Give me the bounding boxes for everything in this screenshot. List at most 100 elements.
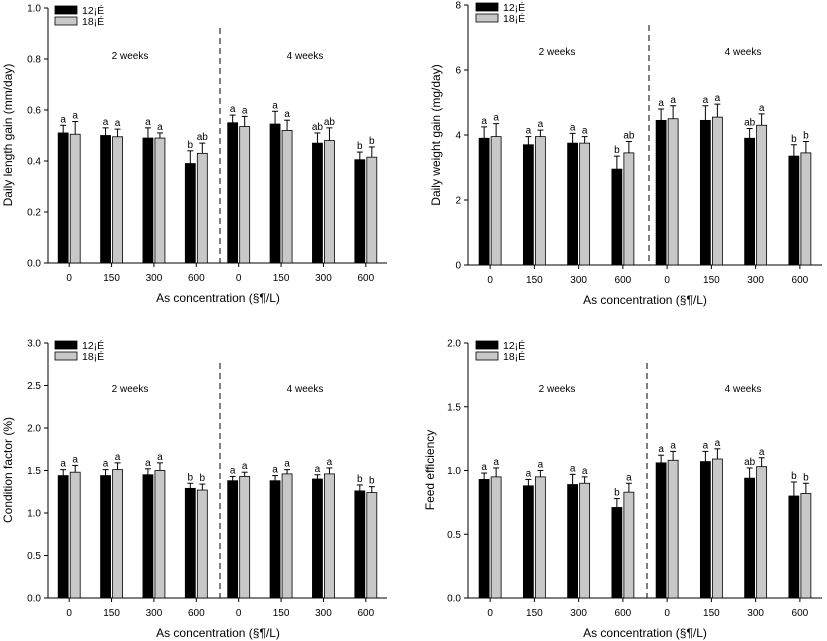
y-tick-label: 1.5 [447,402,461,413]
panel-2: 0 2 4 6 8 0 150 300 600 0 150 300 600 2 weeks 4 weeks a… [429,1,822,307]
x-tick-label: 150 [526,275,543,286]
significance-label: ab [744,118,756,129]
bar [655,462,667,599]
panel-3: 0.0 0.5 1.0 1.5 2.0 2.5 3.0 0 150 300 600 0 150 300 60… [1,339,387,640]
period-label: 4 weeks [725,384,762,395]
bar [69,471,81,599]
significance-label: b [791,134,797,145]
bar [579,482,591,599]
x-tick-label: 0 [664,275,670,286]
significance-label: b [200,473,206,484]
bar [788,495,800,599]
y-tick-label: 2.0 [27,424,41,435]
y-tick-label: 1.5 [27,466,41,477]
legend-label: 18¡É [82,15,104,28]
legend-label: 18¡É [82,350,104,363]
significance-label: b [791,471,797,482]
x-tick-label: 0 [236,273,242,284]
legend-label: 18¡É [503,12,525,25]
significance-label: a [103,117,109,128]
x-tick-label: 0 [487,275,493,286]
bar [699,119,711,266]
significance-label: a [115,118,121,129]
bar [667,118,679,266]
x-tick-label: 150 [526,608,543,619]
legend-label: 18¡É [503,350,525,363]
significance-label: a [242,461,248,472]
legend-swatch [475,351,499,361]
significance-label: a [570,463,576,474]
significance-label: a [538,460,544,471]
x-tick-label: 0 [236,608,242,619]
bar [324,473,335,599]
bar [623,491,635,599]
bar [196,152,208,264]
significance-label: a [703,95,709,106]
significance-label: ab [324,117,336,128]
significance-label: a [60,459,66,470]
bar [699,461,711,599]
significance-label: ab [197,132,209,143]
significance-label: a [626,472,632,483]
y-tick-label: 8 [455,1,461,12]
legend-swatch [54,16,78,26]
period-label: 2 weeks [112,51,149,62]
legend-label: 12¡É [503,339,525,352]
x-tick-label: 300 [315,273,332,284]
bar [788,155,800,266]
significance-label: b [803,472,809,483]
y-axis-label: Condition factor (%) [1,417,15,523]
bar [756,124,768,266]
significance-label: b [369,476,375,487]
y-tick-label: 0.6 [27,106,41,117]
x-tick-label: 600 [357,608,374,619]
bar [239,476,251,599]
significance-label: a [570,122,576,133]
bar [567,142,579,266]
significance-label: a [272,100,278,111]
y-axis-label: Daily weight gain (mg/day) [429,64,443,205]
x-tick-label: 600 [188,273,205,284]
significance-label: b [369,136,375,147]
bar [655,119,667,266]
significance-label: a [658,444,664,455]
y-tick-label: 0.5 [447,530,461,541]
x-tick-label: 0 [66,273,72,284]
x-tick-label: 150 [103,273,120,284]
period-label: 4 weeks [287,51,324,62]
significance-label: a [481,462,487,473]
significance-label: a [327,457,333,468]
bar [744,477,756,599]
y-tick-label: 0.2 [27,208,41,219]
x-tick-label: 300 [570,608,587,619]
y-tick-label: 0 [455,261,461,272]
x-tick-label: 600 [357,273,374,284]
legend-swatch [54,5,78,15]
y-tick-label: 2.0 [447,339,461,350]
significance-label: a [230,465,236,476]
legend-swatch [475,13,499,23]
bar [711,458,723,599]
bar [239,126,251,264]
x-tick-label: 0 [487,608,493,619]
bar [312,142,323,264]
bar [567,484,579,599]
bar [623,152,635,266]
significance-label: b [357,141,363,152]
bar [354,490,366,599]
bar [667,459,679,599]
y-tick-label: 1.0 [447,466,461,477]
bar [534,476,546,599]
significance-label: a [582,466,588,477]
significance-label: ab [312,122,324,133]
y-tick-label: 2 [455,196,461,207]
significance-label: a [715,93,721,104]
bar [756,466,768,599]
significance-label: b [614,145,620,156]
significance-label: a [582,126,588,137]
period-label: 2 weeks [539,47,576,58]
y-tick-label: 0.0 [27,259,41,270]
bar [281,473,293,599]
x-tick-label: 150 [103,608,120,619]
bar [490,476,502,599]
